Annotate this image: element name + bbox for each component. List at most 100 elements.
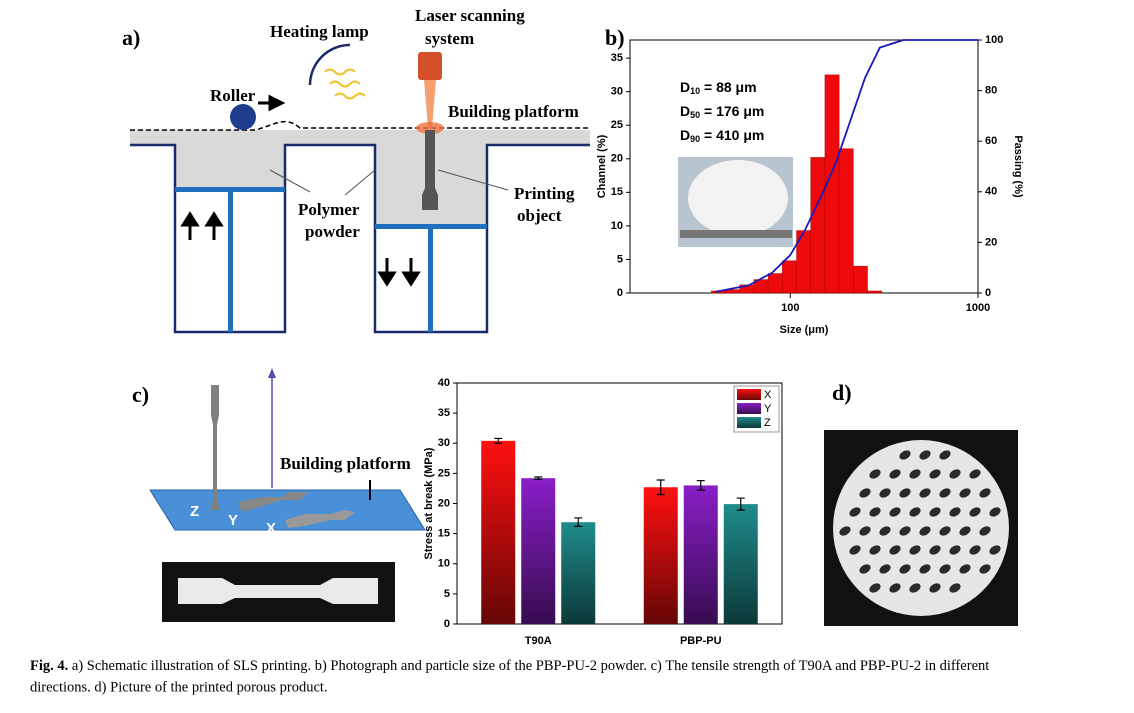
- y-axis-label: Channel (%): [596, 134, 608, 198]
- y-tick-label: 40: [438, 377, 450, 389]
- error-bar: [534, 476, 543, 480]
- bar: [683, 485, 718, 624]
- label: system: [425, 29, 474, 48]
- y-tick-label: 30: [611, 86, 623, 98]
- powder-photo: [678, 157, 793, 247]
- y-tick-label: 20: [438, 497, 450, 509]
- pore: [959, 488, 971, 498]
- histogram-bar: [782, 260, 797, 294]
- pore: [889, 469, 901, 479]
- x-tick-label: 100: [781, 302, 799, 314]
- panel-label: a): [122, 25, 140, 50]
- panel-label: c): [132, 382, 149, 407]
- pore: [889, 583, 901, 593]
- label: Building platform: [448, 102, 579, 121]
- label: Building platform: [280, 454, 411, 473]
- axis-name: Z: [190, 503, 199, 520]
- pore: [929, 507, 941, 517]
- printing-object: [422, 130, 438, 210]
- error-bar: [656, 479, 665, 496]
- bar: [643, 487, 678, 624]
- label: Polymer: [298, 200, 360, 219]
- pore: [929, 545, 941, 555]
- pore: [849, 545, 861, 555]
- pore: [939, 450, 951, 460]
- axis-name: X: [266, 520, 276, 537]
- pore: [969, 469, 981, 479]
- pore: [919, 488, 931, 498]
- pore: [929, 469, 941, 479]
- pore: [979, 488, 991, 498]
- label: Heating lamp: [270, 22, 369, 41]
- y-axis-label: Stress at break (MPa): [423, 447, 435, 559]
- pore: [909, 469, 921, 479]
- panel-label: b): [605, 25, 625, 50]
- bar: [521, 478, 556, 624]
- caption: directions. d) Picture of the printed po…: [30, 679, 328, 695]
- histogram-bar: [853, 265, 868, 294]
- error-bar: [574, 517, 583, 527]
- y-tick-label: 0: [444, 618, 450, 630]
- pore: [889, 545, 901, 555]
- histogram-bar: [767, 273, 783, 294]
- pore: [899, 488, 911, 498]
- bar: [723, 504, 758, 624]
- piston-rod: [428, 227, 433, 332]
- y2-tick-label: 100: [985, 34, 1003, 46]
- pore: [869, 583, 881, 593]
- legend-swatch: [737, 417, 761, 428]
- panel-a: a) Heating lamp Laser scanning system Ro…: [122, 6, 590, 334]
- bar: [481, 440, 516, 624]
- histogram-bar: [810, 157, 826, 294]
- pore: [949, 469, 961, 479]
- pore: [919, 564, 931, 574]
- label: Printing: [514, 184, 575, 203]
- y-tick-label: 15: [438, 528, 450, 540]
- pore: [899, 450, 911, 460]
- laser-spot: [416, 122, 444, 134]
- leader-lines: [269, 169, 509, 196]
- legend-label: X: [764, 389, 772, 401]
- laser-head: [418, 52, 442, 80]
- platform: [149, 489, 426, 531]
- piston: [175, 187, 285, 192]
- x-tick-label: 1000: [966, 302, 990, 314]
- panel-d-photo: d): [824, 380, 1018, 626]
- laser-beam: [424, 80, 436, 128]
- chamber-wall: [130, 143, 590, 334]
- error-bar: [494, 437, 503, 444]
- y-tick-label: 15: [611, 186, 623, 198]
- pore: [869, 545, 881, 555]
- y2-tick-label: 0: [985, 287, 991, 299]
- legend-label: Z: [764, 417, 771, 429]
- label: Roller: [210, 86, 256, 105]
- pore: [939, 564, 951, 574]
- pore: [879, 526, 891, 536]
- error-bar: [736, 497, 745, 511]
- pore: [859, 488, 871, 498]
- heat-waves: [324, 68, 366, 100]
- y2-tick-label: 80: [985, 85, 997, 97]
- legend-swatch: [737, 403, 761, 414]
- arrows: [180, 94, 421, 287]
- x-axis-label: Size (μm): [780, 324, 829, 336]
- pore: [949, 583, 961, 593]
- pore: [849, 507, 861, 517]
- pore: [979, 564, 991, 574]
- label: powder: [305, 222, 360, 241]
- pore: [969, 545, 981, 555]
- pore: [939, 488, 951, 498]
- pore: [949, 545, 961, 555]
- pore: [859, 526, 871, 536]
- annotation: D50 = 176 μm: [680, 103, 764, 121]
- y-tick-label: 35: [611, 52, 623, 64]
- legend-swatch: [737, 389, 761, 400]
- pore: [899, 564, 911, 574]
- axis-name: Y: [228, 512, 238, 529]
- pore: [879, 564, 891, 574]
- y2-tick-label: 40: [985, 186, 997, 198]
- y2-tick-label: 20: [985, 236, 997, 248]
- pore: [909, 583, 921, 593]
- x-tick-label: PBP-PU: [680, 635, 722, 647]
